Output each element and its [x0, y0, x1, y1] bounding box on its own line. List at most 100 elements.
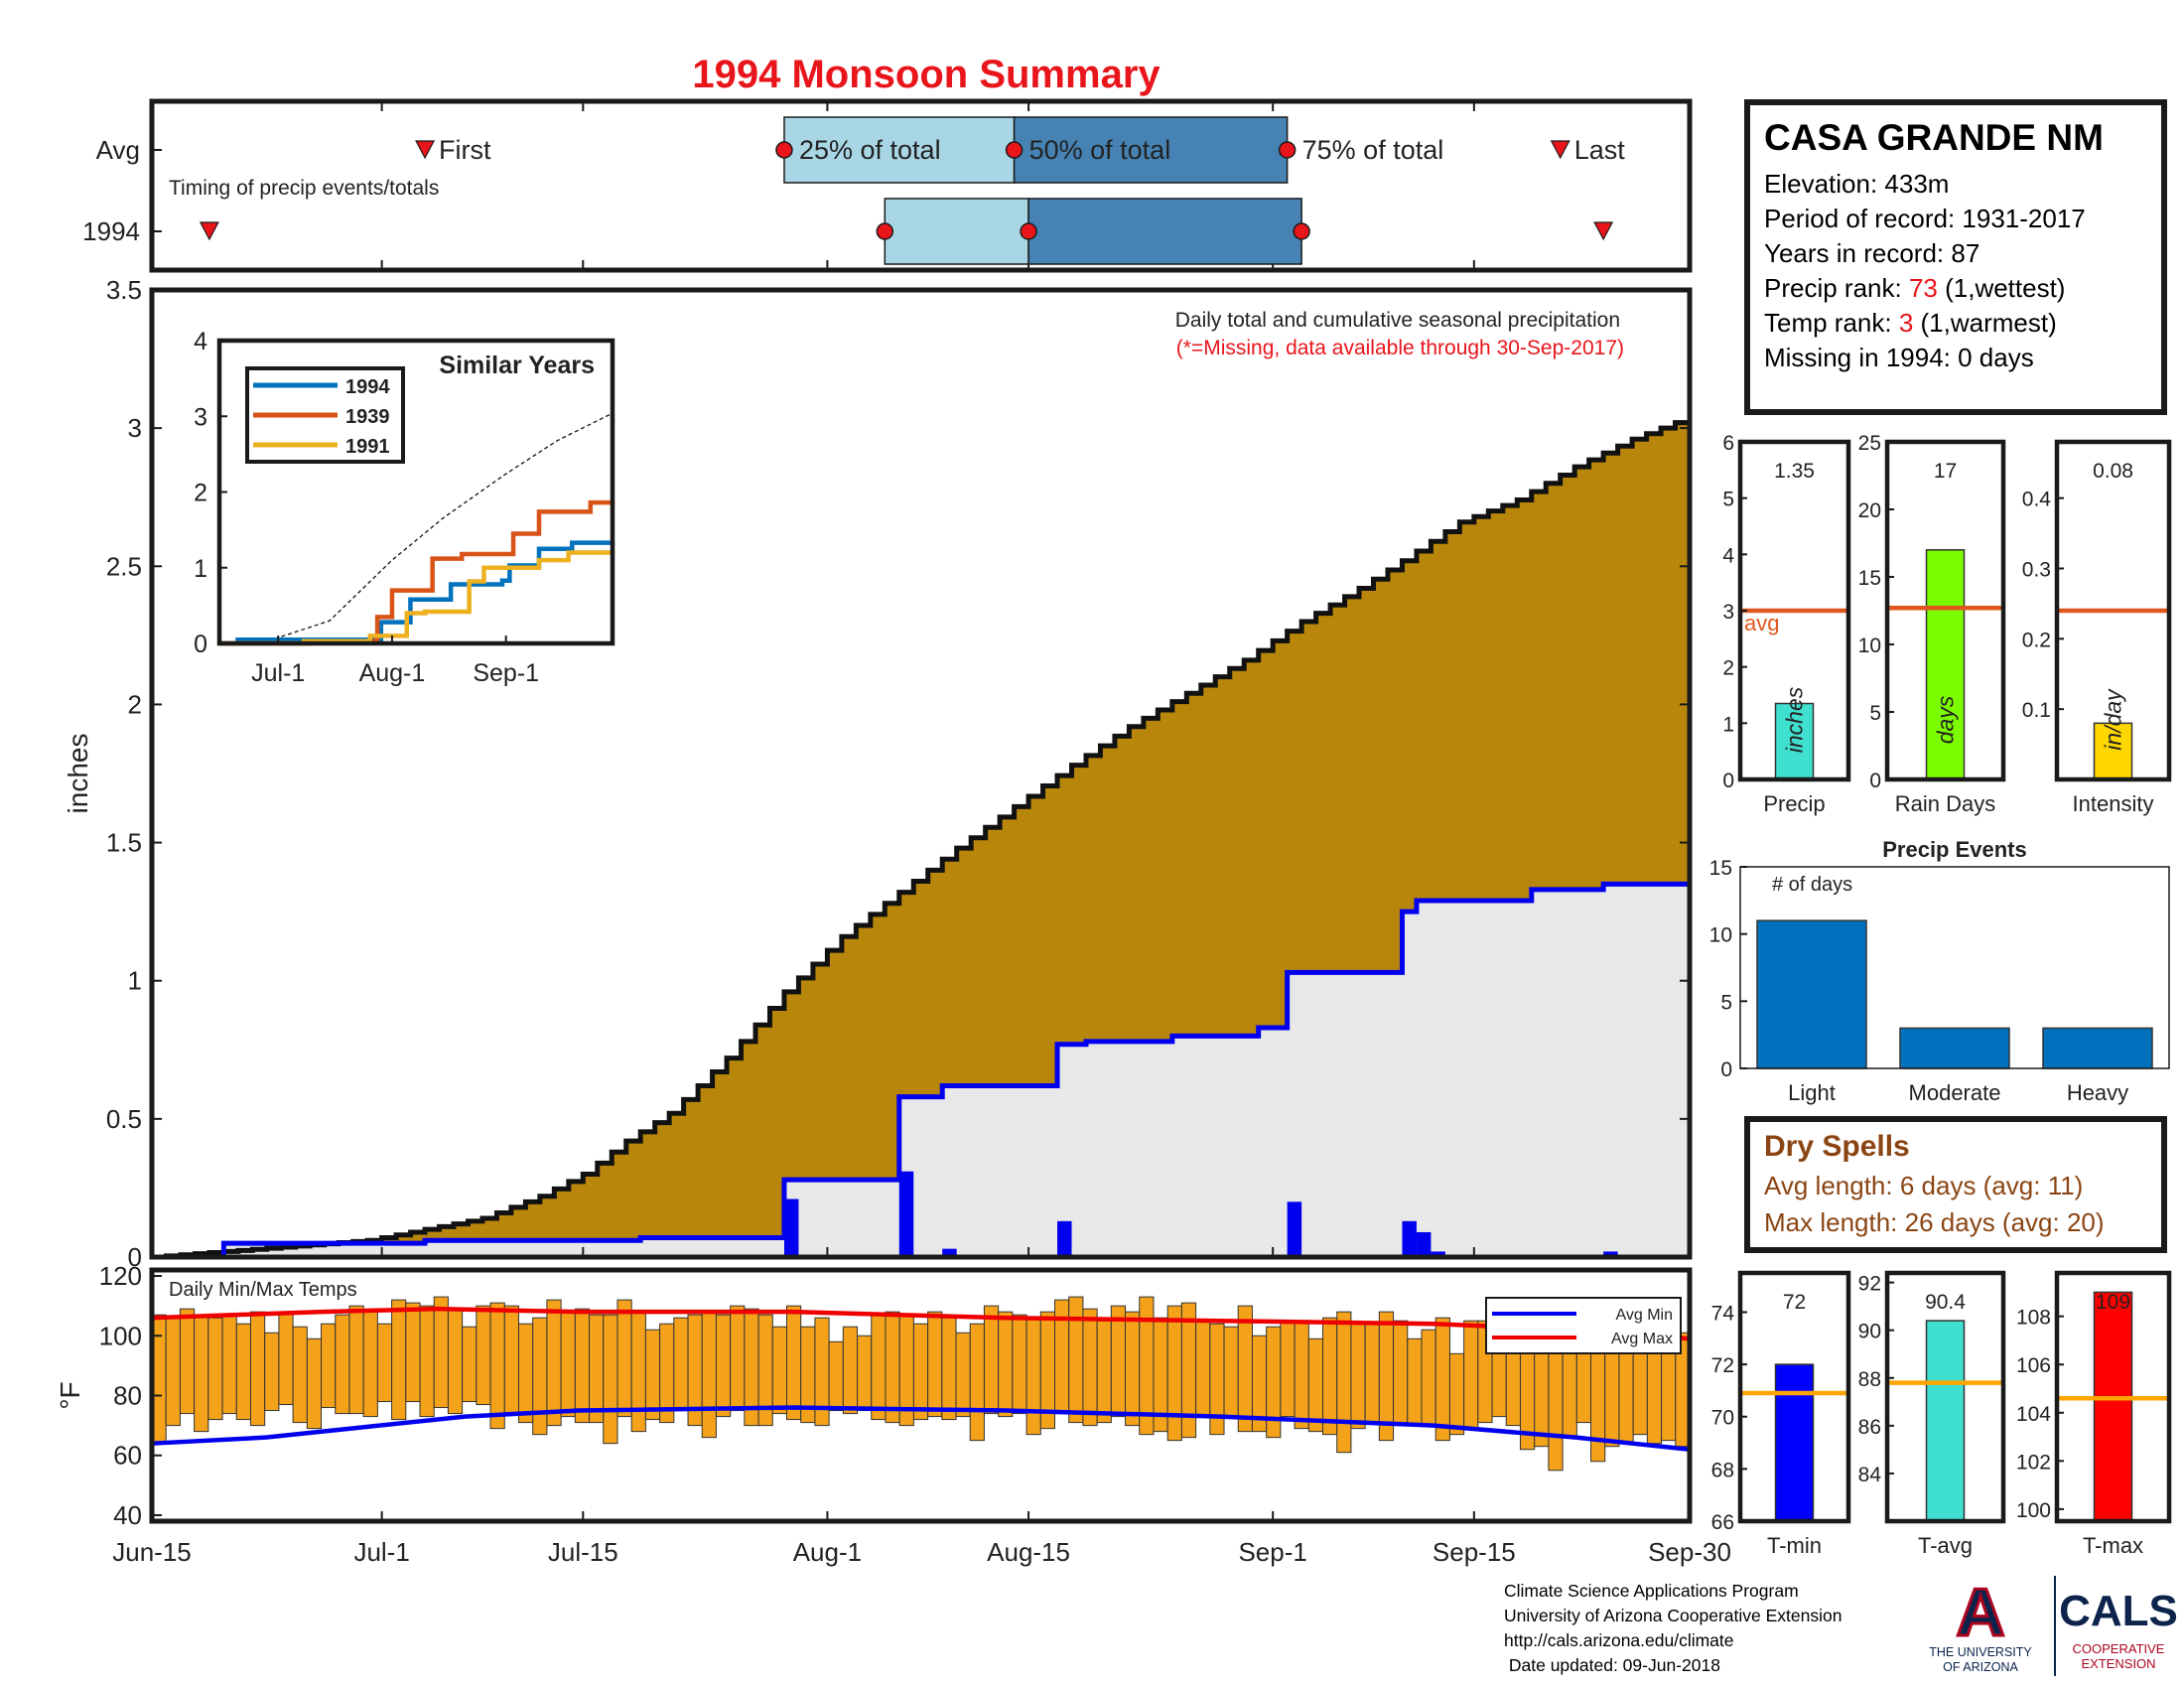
season-y-tick-label: 1	[1722, 713, 1734, 736]
daily-temp-bar	[673, 1317, 689, 1412]
similar-years-title: Similar Years	[439, 352, 595, 379]
daily-temp-bar	[405, 1302, 421, 1403]
similar-years-line-1939	[219, 499, 615, 646]
daily-temp-bar	[532, 1317, 548, 1436]
daily-temp-bar	[560, 1311, 576, 1418]
daily-temp-bar	[1096, 1320, 1112, 1424]
season-y-tick-label: 10	[1858, 634, 1881, 657]
daily-temp-bar	[969, 1323, 985, 1442]
daily-temp-bar	[321, 1323, 337, 1409]
daily-temp-bar	[1125, 1311, 1141, 1427]
season-value-label-1: 17	[1934, 460, 1957, 483]
daily-temp-bar	[489, 1302, 505, 1430]
timing-subtitle: Timing of precip events/totals	[169, 177, 439, 200]
precip-y-tick-label: 3	[128, 413, 142, 443]
tempbar-y-tick-label: 90	[1858, 1321, 1881, 1343]
season-y-tick-label: 5	[1722, 489, 1734, 511]
station-name: CASA GRANDE NM	[1764, 117, 2104, 158]
daily-temp-bar	[292, 1326, 308, 1424]
daily-temp-bar	[1350, 1323, 1366, 1430]
timing-first-marker-avg	[415, 140, 436, 160]
daily-temp-bar	[885, 1311, 900, 1424]
season-y-tick-label: 2	[1722, 657, 1734, 680]
daily-temp-bar	[1448, 1352, 1465, 1436]
season-category-label-2: Intensity	[2073, 791, 2154, 816]
temps-y-tick-label: 60	[113, 1441, 142, 1471]
season-y-tick-label: 20	[1858, 499, 1881, 522]
tempbar-frame-2	[2054, 1270, 2172, 1524]
date-axis-label: Aug-1	[793, 1537, 862, 1567]
daily-temp-bar	[1434, 1317, 1450, 1442]
tempbar-value-label-2: 109	[2096, 1291, 2130, 1314]
footer-line-updated: Date updated: 09-Jun-2018	[1504, 1655, 1720, 1675]
daily-temp-bar	[603, 1314, 618, 1445]
daily-temp-bar	[462, 1326, 478, 1403]
daily-temp-bar	[630, 1311, 646, 1433]
daily-temp-bar	[221, 1314, 237, 1415]
season-bar-0	[1774, 702, 1815, 780]
similar-years-avg-line	[218, 412, 614, 644]
tempbar-bar-2	[2093, 1291, 2133, 1522]
station-info-box: CASA GRANDE NM Elevation: 433m Period of…	[1744, 99, 2167, 415]
season-y-tick-label: 25	[1858, 432, 1881, 455]
events-category-label-heavy: Heavy	[2067, 1080, 2128, 1105]
daily-precip-bar	[898, 1171, 914, 1257]
footer-line-university: University of Arizona Cooperative Extens…	[1504, 1606, 1843, 1625]
events-frame	[1739, 866, 2170, 1069]
daily-temp-bar	[1223, 1326, 1239, 1418]
similar-years-x-tick-label: Aug-1	[359, 659, 426, 687]
daily-temp-bar	[1618, 1337, 1634, 1445]
similar-years-y-tick-label: 0	[194, 631, 207, 658]
season-y-tick-label: 0.2	[2022, 629, 2051, 651]
season-y-tick-label: 0.4	[2022, 489, 2052, 511]
precip-chart-note: (*=Missing, data available through 30-Se…	[1176, 337, 1624, 359]
precip-y-tick-label: 2	[128, 689, 142, 719]
temps-y-tick-label: 40	[113, 1500, 142, 1530]
season-unit-label-0: inches	[1782, 686, 1808, 753]
temp-rank: Temp rank: 3 (1,warmest)	[1764, 308, 2057, 338]
daily-temp-bar	[842, 1326, 859, 1415]
timing-last-label: Last	[1574, 135, 1626, 165]
timing-row-label-year: 1994	[82, 216, 140, 246]
daily-temp-bar	[517, 1323, 534, 1424]
similar-years-legend-label-1991: 1991	[345, 436, 390, 458]
daily-temp-bar	[1237, 1305, 1253, 1433]
tempbar-y-tick-label: 68	[1711, 1459, 1734, 1481]
daily-temp-bar	[1025, 1317, 1041, 1436]
daily-temp-bar	[1421, 1329, 1436, 1427]
tempbar-y-tick-label: 102	[2016, 1451, 2051, 1474]
daily-temp-bar	[207, 1317, 223, 1421]
season-unit-label-2: in/day	[2101, 688, 2126, 751]
events-bar-light	[1756, 919, 1867, 1069]
similar-years-y-tick-label: 4	[194, 328, 207, 355]
cals-logo: CALS COOPERATIVE EXTENSION	[2054, 1576, 2178, 1676]
tempbar-bar-0	[1774, 1363, 1815, 1522]
daily-temp-bar	[785, 1305, 802, 1421]
footer-line-url: http://cals.arizona.edu/climate	[1504, 1630, 1734, 1650]
season-y-tick-label: 0.3	[2022, 559, 2051, 582]
temps-y-tick-label: 100	[99, 1321, 142, 1350]
avg-cumulative-line	[152, 420, 1690, 1260]
daily-temp-bar	[278, 1311, 294, 1406]
daily-temp-bar	[644, 1329, 661, 1421]
daily-temp-bar	[701, 1311, 717, 1439]
precip-y-tick-label: 0	[128, 1242, 142, 1272]
avg-max-temp-line	[151, 1306, 1691, 1341]
precip-rank: Precip rank: 73 (1,wettest)	[1764, 273, 2066, 303]
season-avg-label-0: avg	[1744, 611, 1779, 635]
events-category-label-moderate: Moderate	[1909, 1080, 2001, 1105]
timing-quartile-marker-avg-3	[1278, 141, 1297, 159]
daily-temp-bar	[447, 1308, 464, 1415]
timing-first-marker-year	[199, 221, 219, 241]
similar-years-y-tick-label: 2	[194, 480, 207, 507]
timing-first-label: First	[439, 135, 491, 165]
daily-precip-bar	[1431, 1251, 1445, 1257]
avg-min-temp-line	[151, 1405, 1691, 1452]
events-category-label-light: Light	[1788, 1080, 1836, 1105]
temps-legend-label-max: Avg Max	[1611, 1331, 1673, 1347]
season-y-tick-label: 0.1	[2022, 699, 2051, 722]
daily-temp-bar	[828, 1340, 844, 1412]
daily-temp-bar	[1012, 1314, 1027, 1415]
season-y-tick-label: 3	[1722, 601, 1734, 624]
season-value-label-2: 0.08	[2093, 460, 2133, 483]
